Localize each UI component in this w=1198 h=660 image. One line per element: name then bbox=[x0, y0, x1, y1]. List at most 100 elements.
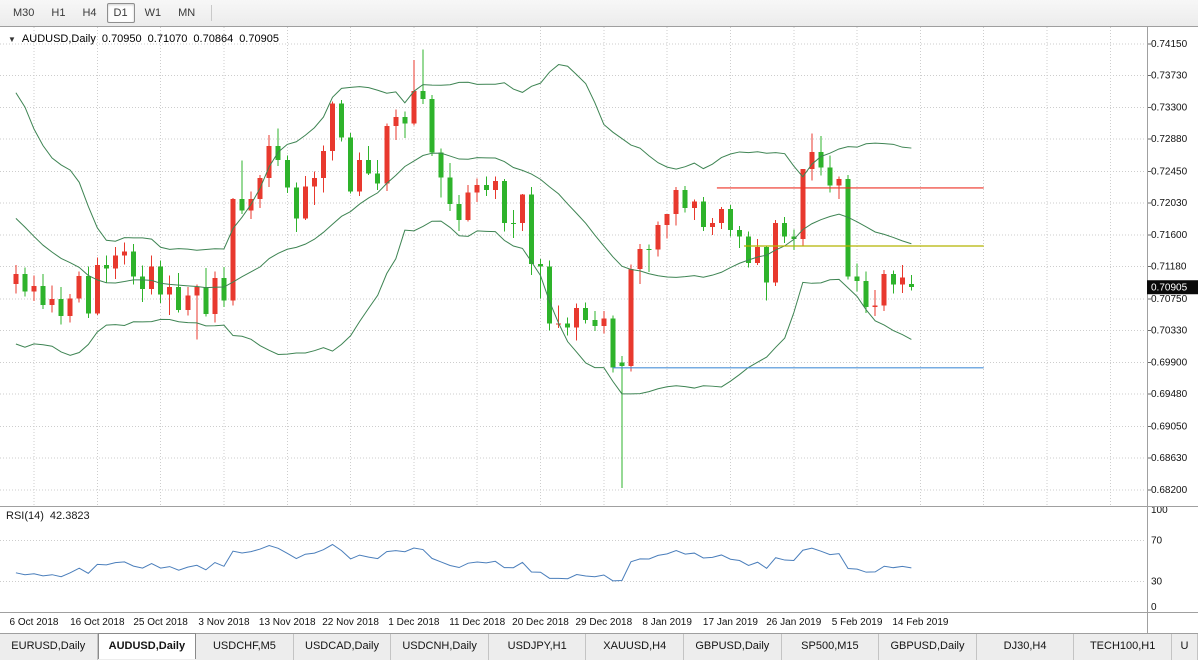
candle-body bbox=[85, 275, 91, 314]
date-axis-label: 5 Feb 2019 bbox=[832, 617, 883, 628]
chart-tab-usdchf-m5[interactable]: USDCHF,M5 bbox=[196, 634, 294, 660]
candle-body bbox=[402, 117, 408, 124]
candle-body bbox=[538, 264, 544, 267]
candle-body bbox=[737, 229, 743, 237]
candle-body bbox=[619, 362, 625, 366]
candle-body bbox=[691, 201, 697, 209]
date-axis-label: 14 Feb 2019 bbox=[892, 617, 949, 628]
candle-body bbox=[230, 199, 236, 301]
rsi-scale-label: 100 bbox=[1151, 505, 1168, 516]
price-axis-label: 0.72880 bbox=[1151, 134, 1188, 145]
chart-tabs-bar: EURUSD,Daily AUDUSD,Daily USDCHF,M5 USDCAD,… bbox=[0, 633, 1198, 660]
candle-body bbox=[673, 190, 679, 215]
candle-body bbox=[158, 266, 164, 295]
timeframe-h1-button[interactable]: H1 bbox=[44, 3, 72, 23]
candle-body bbox=[709, 223, 715, 227]
candle-body bbox=[664, 214, 670, 226]
last-price-tag bbox=[1147, 280, 1198, 295]
chart-background bbox=[0, 27, 1198, 633]
candle-body bbox=[510, 222, 516, 224]
candle-body bbox=[112, 255, 118, 269]
price-axis-label: 0.69050 bbox=[1151, 421, 1188, 432]
candle-body bbox=[791, 236, 797, 239]
candle-body bbox=[655, 225, 661, 250]
candle-body bbox=[194, 286, 200, 296]
candle-body bbox=[185, 295, 191, 311]
candle-body bbox=[474, 184, 480, 193]
timeframe-h4-button[interactable]: H4 bbox=[75, 3, 103, 23]
date-axis-label: 17 Jan 2019 bbox=[703, 617, 758, 628]
candle-body bbox=[212, 277, 218, 314]
chart-tab-usdcnh-daily[interactable]: USDCNH,Daily bbox=[391, 634, 489, 660]
date-axis-label: 25 Oct 2018 bbox=[133, 617, 188, 628]
timeframe-w1-button[interactable]: W1 bbox=[138, 3, 169, 23]
chevron-down-icon[interactable]: ▼ bbox=[8, 34, 16, 44]
candle-body bbox=[94, 264, 100, 314]
price-axis-label: 0.70330 bbox=[1151, 325, 1188, 336]
price-axis-label: 0.72030 bbox=[1151, 198, 1188, 209]
timeframe-m30-button[interactable]: M30 bbox=[6, 3, 41, 23]
candle-body bbox=[384, 126, 390, 184]
candle-body bbox=[628, 268, 634, 366]
last-price-tag-value: 0.70905 bbox=[1151, 283, 1188, 294]
candle-body bbox=[221, 277, 227, 301]
candle-body bbox=[58, 299, 64, 317]
chart-tab-tech100-h1[interactable]: TECH100,H1 bbox=[1074, 634, 1172, 660]
bollinger-lower-line bbox=[15, 220, 912, 395]
chart-tab-xauusd-h4[interactable]: XAUUSD,H4 bbox=[586, 634, 685, 660]
candle-body bbox=[22, 274, 28, 292]
chart-tab-dj30-h4[interactable]: DJ30,H4 bbox=[976, 634, 1075, 660]
chart-tab-audusd-daily[interactable]: AUDUSD,Daily bbox=[97, 633, 197, 659]
price-axis-label: 0.68630 bbox=[1151, 453, 1188, 464]
price-chart-canvas[interactable]: 0.74150 0.73730 0.73300 0.72880 0.72450 0.720… bbox=[0, 27, 1198, 633]
candle-body bbox=[49, 299, 55, 305]
chart-area[interactable]: 0.74150 0.73730 0.73300 0.72880 0.72450 0.720… bbox=[0, 27, 1198, 633]
candle-body bbox=[420, 90, 426, 100]
date-axis-label: 6 Oct 2018 bbox=[10, 617, 59, 628]
candle-body bbox=[348, 137, 354, 192]
chart-tab-sp500-m15[interactable]: SP500,M15 bbox=[781, 634, 880, 660]
date-axis-label: 13 Nov 2018 bbox=[259, 617, 316, 628]
price-axis-label: 0.73300 bbox=[1151, 103, 1188, 114]
candle-body bbox=[275, 145, 281, 161]
price-axis-label: 0.70750 bbox=[1151, 294, 1188, 305]
timeframe-d1-button[interactable]: D1 bbox=[106, 3, 135, 23]
candle-body bbox=[31, 286, 37, 292]
candle-body bbox=[393, 117, 399, 127]
timeframe-mn-button[interactable]: MN bbox=[171, 3, 202, 23]
candle-body bbox=[592, 319, 598, 327]
date-axis-label: 26 Jan 2019 bbox=[766, 617, 821, 628]
date-axis-label: 29 Dec 2018 bbox=[575, 617, 632, 628]
candle-body bbox=[121, 251, 127, 256]
candle-body bbox=[908, 283, 914, 288]
candle-body bbox=[311, 178, 317, 187]
price-axis-label: 0.72450 bbox=[1151, 166, 1188, 177]
candle-body bbox=[140, 276, 146, 290]
candle-body bbox=[67, 298, 73, 317]
chart-tab-eurusd-daily[interactable]: EURUSD,Daily bbox=[0, 634, 98, 660]
candle-body bbox=[755, 247, 761, 263]
date-axis-label: 22 Nov 2018 bbox=[322, 617, 379, 628]
candle-body bbox=[899, 277, 905, 285]
candle-body bbox=[827, 167, 833, 186]
candle-body bbox=[547, 266, 553, 324]
candle-body bbox=[601, 318, 607, 327]
chart-tab-gbpusd-daily[interactable]: GBPUSD,Daily bbox=[879, 634, 977, 660]
chart-tab-usdjpy-h1[interactable]: USDJPY,H1 bbox=[488, 634, 587, 660]
candle-body bbox=[646, 249, 652, 251]
date-axis-label: 20 Dec 2018 bbox=[512, 617, 569, 628]
candle-body bbox=[411, 90, 417, 124]
candle-body bbox=[782, 223, 788, 237]
candle-body bbox=[167, 286, 173, 295]
candle-body bbox=[483, 184, 489, 191]
toolbar-separator bbox=[211, 5, 213, 21]
date-axis-label: 3 Nov 2018 bbox=[198, 617, 250, 628]
candle-body bbox=[845, 178, 851, 277]
candle-body bbox=[501, 181, 507, 223]
chart-tab-u[interactable]: U bbox=[1171, 634, 1198, 660]
candle-body bbox=[727, 208, 733, 230]
chart-tab-gbpusd-daily[interactable]: GBPUSD,Daily bbox=[684, 634, 782, 660]
date-axis-label: 1 Dec 2018 bbox=[388, 617, 440, 628]
chart-tab-usdcad-daily[interactable]: USDCAD,Daily bbox=[293, 634, 392, 660]
candle-body bbox=[519, 194, 525, 224]
